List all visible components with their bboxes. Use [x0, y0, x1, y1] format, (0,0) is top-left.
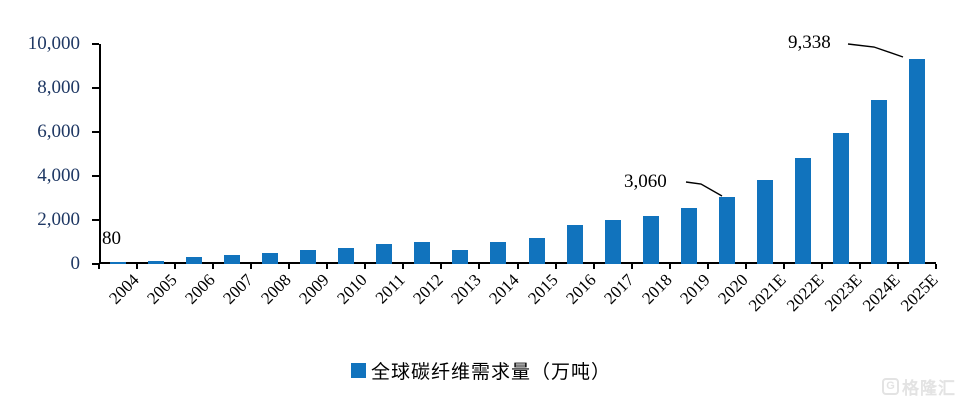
data-label-2020: 3,060 [624, 171, 667, 192]
x-axis-tick-mark [402, 264, 405, 269]
x-axis-tick-mark [554, 264, 557, 269]
y-axis-tick-mark [92, 87, 99, 89]
bar-2004 [110, 262, 127, 264]
bar-2021E [756, 180, 773, 264]
y-axis-tick-mark [92, 131, 99, 133]
x-axis-tick-mark [782, 264, 785, 269]
x-axis-tick-mark [174, 264, 177, 269]
bar-2010 [338, 247, 355, 264]
plot-area [99, 44, 936, 264]
bar-2006 [186, 256, 203, 264]
bar-2005 [148, 260, 165, 264]
y-axis-tick-label: 2,000 [37, 209, 80, 230]
bar-2008 [262, 253, 279, 264]
watermark-text: 格隆汇 [902, 379, 956, 398]
bar-2015 [528, 237, 545, 264]
y-axis-tick-mark [92, 175, 99, 177]
y-axis-tick-label: 10,000 [27, 33, 80, 54]
legend-swatch [350, 363, 366, 378]
data-label-2025e: 9,338 [788, 32, 831, 53]
x-axis-tick-mark [592, 264, 595, 269]
bar-2019 [680, 208, 697, 264]
y-axis-tick-label: 0 [70, 253, 81, 274]
data-label-2004: 80 [102, 228, 121, 249]
x-axis-tick-mark [250, 264, 253, 269]
x-axis-tick-mark [896, 264, 899, 269]
y-axis-tick-mark [92, 219, 99, 221]
y-axis-tick-mark [92, 263, 99, 265]
x-axis-tick-mark [136, 264, 139, 269]
bar-2022E [794, 157, 811, 264]
x-axis-tick-mark [858, 264, 861, 269]
x-axis-tick-mark [820, 264, 823, 269]
watermark: G 格隆汇 [882, 374, 956, 399]
gelonghui-logo-icon: G [882, 378, 899, 395]
y-axis-tick-label: 6,000 [37, 121, 80, 142]
x-axis-tick-mark [516, 264, 519, 269]
x-axis-tick-mark [440, 264, 443, 269]
x-axis-tick-mark [212, 264, 215, 269]
bar-2020 [718, 196, 735, 264]
x-axis-tick-mark [935, 264, 937, 269]
bar-2016 [566, 224, 583, 264]
bar-2023E [832, 133, 849, 264]
y-axis-tick-label: 4,000 [37, 165, 80, 186]
bar-2009 [300, 249, 317, 264]
x-axis-tick-mark [706, 264, 709, 269]
legend: 全球碳纤维需求量（万吨） [0, 357, 962, 384]
bar-2013 [452, 249, 469, 264]
legend-label: 全球碳纤维需求量（万吨） [370, 362, 611, 383]
bar-2014 [490, 242, 507, 264]
bar-2017 [604, 220, 621, 264]
x-axis-tick-mark [98, 264, 100, 269]
x-axis-tick-mark [478, 264, 481, 269]
bar-2011 [376, 244, 393, 264]
x-axis-tick-mark [364, 264, 367, 269]
bar-2024E [870, 100, 887, 264]
bar-2007 [224, 254, 241, 264]
bar-2025E [908, 58, 925, 264]
x-axis-tick-mark [288, 264, 291, 269]
bar-2018 [642, 215, 659, 264]
bar-2012 [414, 242, 431, 264]
x-axis-tick-mark [744, 264, 747, 269]
x-axis-tick-mark [630, 264, 633, 269]
x-axis-tick-mark [326, 264, 329, 269]
x-axis-tick-mark [668, 264, 671, 269]
y-axis-tick-mark [92, 43, 99, 45]
y-axis-tick-label: 8,000 [37, 77, 80, 98]
